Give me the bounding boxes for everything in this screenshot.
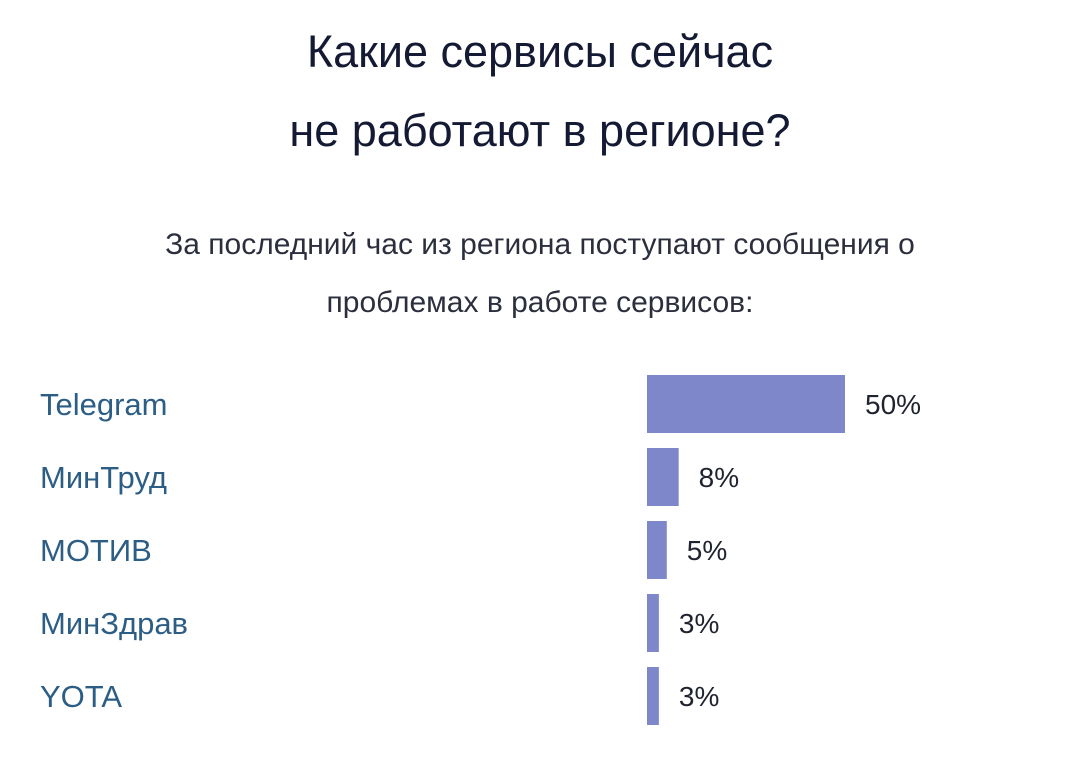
value-label: 5%	[687, 535, 727, 566]
value-label: 8%	[699, 462, 739, 493]
value-label: 3%	[679, 608, 719, 639]
category-label: Telegram	[40, 387, 168, 422]
chart-title-line-1: Какие сервисы сейчас	[306, 26, 774, 77]
category-label: МинЗдрав	[40, 606, 188, 641]
chart-subtitle-line-2: проблемах в работе сервисов:	[326, 286, 754, 319]
bar	[647, 521, 667, 579]
bar	[647, 667, 659, 725]
category-label: МинТруд	[40, 460, 167, 495]
bar	[647, 448, 679, 506]
value-label: 3%	[679, 681, 719, 712]
category-label: YOTA	[40, 679, 122, 714]
category-label: МОТИВ	[40, 533, 152, 568]
bar	[647, 594, 659, 652]
value-label: 50%	[865, 389, 921, 420]
chart-subtitle-line-1: За последний час из региона поступают со…	[165, 228, 915, 261]
bar	[647, 375, 845, 433]
chart-title-line-2: не работают в регионе?	[289, 105, 791, 156]
